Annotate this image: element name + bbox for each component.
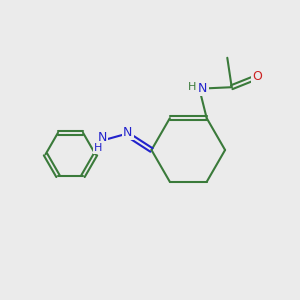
Text: O: O <box>252 70 262 83</box>
Text: N: N <box>198 82 208 95</box>
Text: H: H <box>188 82 196 92</box>
Text: H: H <box>93 142 102 153</box>
Text: N: N <box>123 126 133 139</box>
Text: N: N <box>98 131 107 144</box>
